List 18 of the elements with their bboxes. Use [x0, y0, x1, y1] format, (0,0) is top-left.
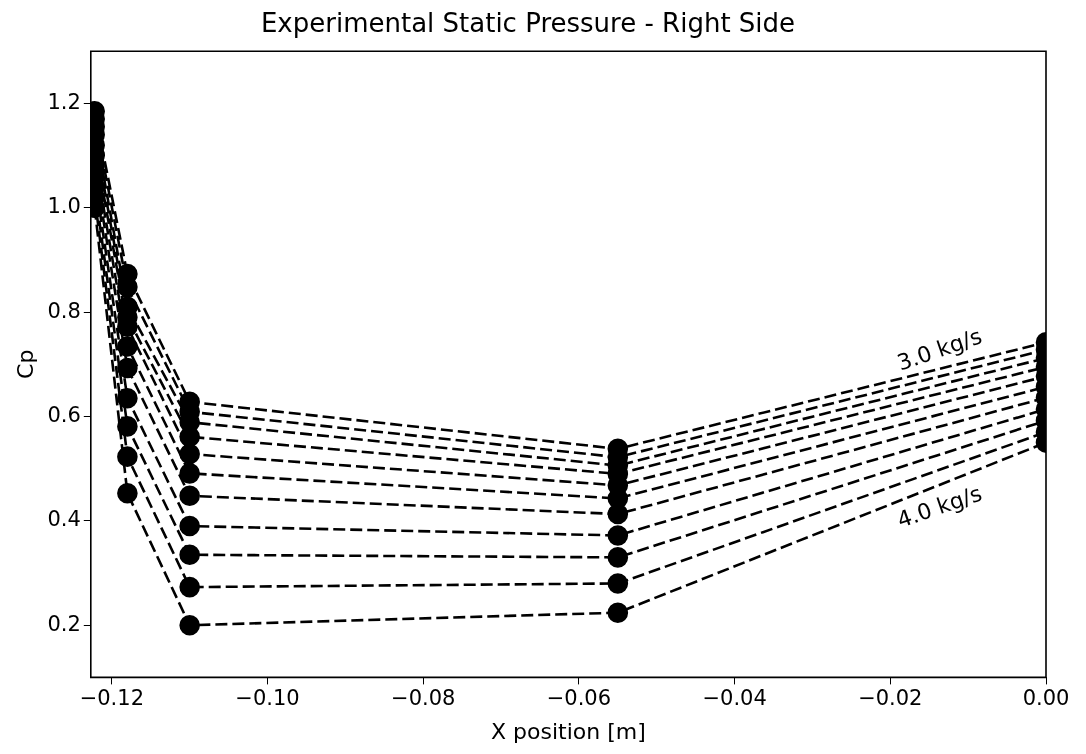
x-tick-label: −0.12 — [79, 686, 144, 711]
x-tick-label: 0.00 — [1022, 686, 1070, 711]
x-axis-title: X position [m] — [491, 718, 646, 744]
y-tick-label: 0.2 — [47, 611, 81, 636]
y-axis-title: Cp — [12, 349, 38, 379]
y-tick-label: 0.6 — [47, 402, 81, 427]
chart-title: Experimental Static Pressure - Right Side — [260, 8, 796, 39]
x-tick-label: −0.02 — [858, 686, 923, 711]
x-tick-label: −0.06 — [546, 686, 612, 711]
annotation: 3.0 kg/s — [893, 323, 985, 376]
y-tick-label: 0.4 — [47, 507, 81, 532]
y-tick-label: 1.2 — [47, 89, 81, 114]
y-tick-label: 0.8 — [47, 298, 81, 323]
x-tick-label: −0.08 — [391, 686, 456, 711]
x-tick-label: −0.04 — [702, 686, 767, 711]
annotation: 4.0 kg/s — [893, 480, 985, 533]
x-tick-label: −0.10 — [235, 686, 300, 711]
y-tick-label: 1.0 — [47, 194, 81, 219]
